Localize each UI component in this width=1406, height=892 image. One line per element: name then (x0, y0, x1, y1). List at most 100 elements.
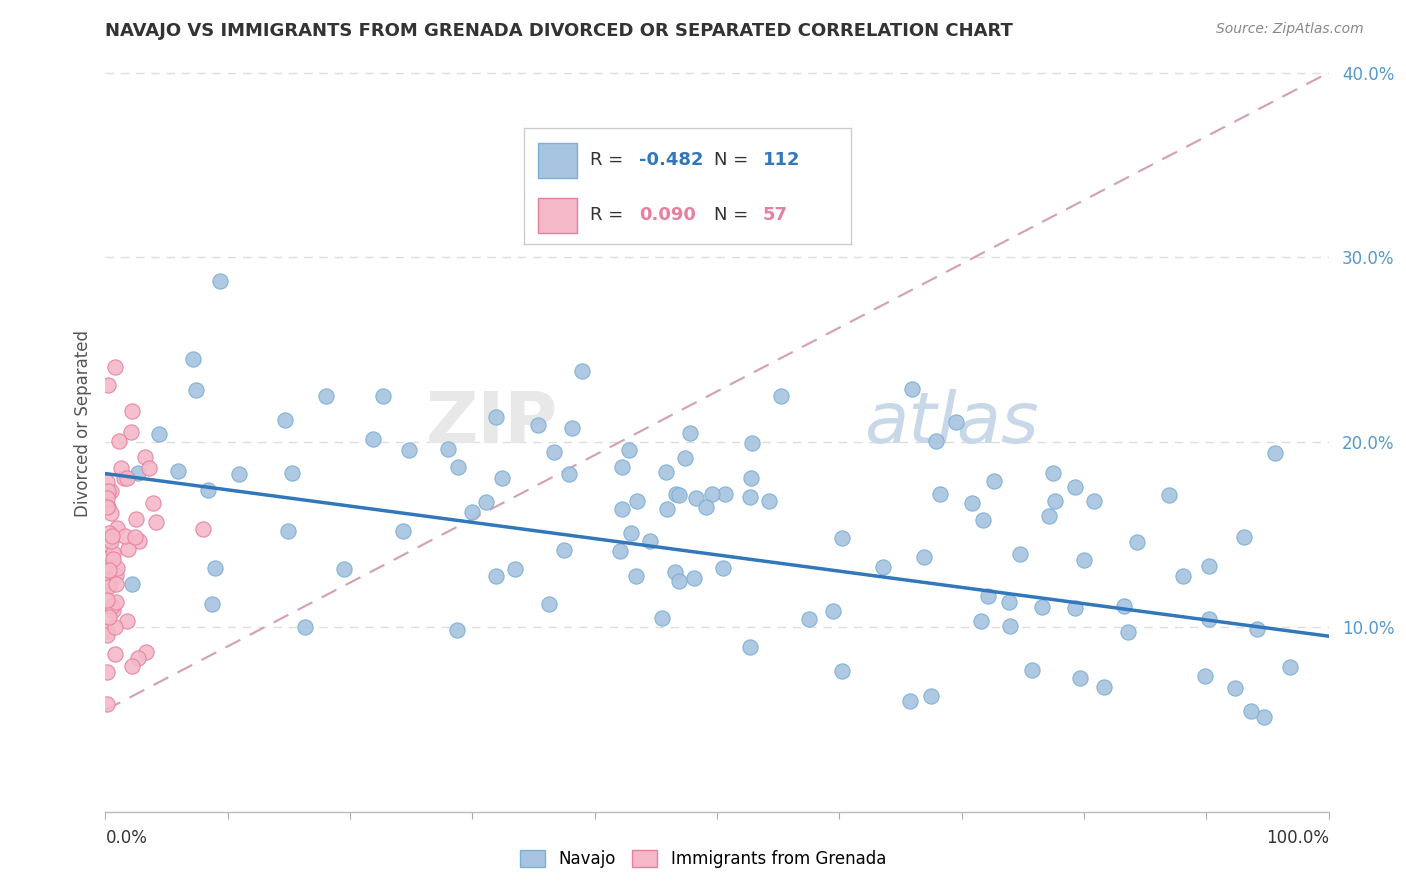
Point (97, 484, 120, 499)
Point (204, 560, 226, 574)
Point (758, 493, 780, 508)
Point (96, 537, 118, 551)
Point (925, 434, 948, 449)
Point (138, 460, 160, 475)
Point (685, 491, 707, 505)
Point (668, 574, 690, 588)
Point (1045, 494, 1067, 508)
Point (98, 577, 121, 591)
Point (612, 502, 634, 516)
Point (112, 471, 135, 485)
Point (105, 561, 128, 575)
Point (167, 464, 190, 478)
Point (740, 471, 762, 485)
Point (115, 615, 138, 629)
Point (571, 364, 593, 378)
Point (1223, 681, 1246, 696)
Text: 112: 112 (763, 152, 800, 169)
Point (96, 491, 118, 506)
Point (702, 487, 724, 501)
Point (1073, 553, 1095, 567)
Point (148, 426, 170, 441)
Point (1064, 480, 1087, 494)
Point (711, 561, 734, 575)
Point (96, 698, 118, 712)
Point (96, 624, 118, 639)
Point (98, 525, 121, 540)
Point (315, 389, 337, 403)
Point (977, 589, 1000, 603)
Point (100, 484, 122, 499)
Point (657, 502, 679, 516)
Point (117, 542, 139, 557)
Point (124, 530, 146, 544)
Point (651, 611, 673, 625)
Point (96, 665, 118, 679)
Text: 57: 57 (763, 206, 789, 224)
Point (142, 496, 165, 510)
Point (673, 450, 696, 465)
Point (398, 442, 420, 457)
Point (96, 487, 118, 501)
Point (134, 450, 156, 464)
Point (1083, 493, 1105, 508)
Point (617, 442, 640, 457)
Point (104, 647, 127, 661)
Point (197, 483, 219, 497)
Point (769, 389, 792, 403)
Point (105, 568, 128, 582)
Point (96, 593, 118, 607)
Point (1198, 558, 1220, 573)
Point (104, 576, 127, 591)
Point (695, 500, 717, 514)
Point (679, 425, 702, 440)
Point (228, 467, 250, 481)
Point (97, 563, 120, 577)
Point (104, 620, 127, 634)
Point (117, 471, 139, 485)
Point (799, 612, 821, 626)
Point (945, 415, 967, 429)
Point (1194, 669, 1216, 683)
Bar (537, 143, 576, 178)
Point (1233, 530, 1256, 544)
Point (128, 533, 150, 548)
Point (558, 467, 581, 481)
Point (664, 566, 686, 580)
Point (101, 599, 124, 614)
Point (181, 351, 204, 366)
Point (447, 459, 470, 474)
Point (912, 549, 935, 564)
Point (665, 487, 688, 501)
Text: 0.090: 0.090 (638, 206, 696, 224)
Point (121, 404, 143, 418)
Point (97, 573, 120, 587)
Point (97, 580, 120, 594)
Point (461, 505, 484, 519)
Y-axis label: Divorced or Separated: Divorced or Separated (73, 330, 91, 517)
Point (124, 512, 146, 526)
Text: NAVAJO VS IMMIGRANTS FROM GRENADA DIVORCED OR SEPARATED CORRELATION CHART: NAVAJO VS IMMIGRANTS FROM GRENADA DIVORC… (105, 22, 1014, 40)
Point (821, 604, 844, 618)
Point (503, 562, 526, 576)
Point (485, 410, 508, 425)
Point (96, 537, 118, 551)
Point (1031, 600, 1053, 615)
Point (127, 651, 149, 665)
Point (97, 378, 120, 392)
Text: 100.0%: 100.0% (1265, 829, 1329, 847)
Point (104, 595, 127, 609)
Point (683, 571, 706, 585)
Point (437, 442, 460, 456)
Text: R =: R = (591, 152, 628, 169)
Point (333, 562, 356, 576)
Point (1279, 660, 1302, 674)
Point (543, 444, 565, 458)
Point (201, 597, 224, 611)
Point (96, 628, 118, 642)
Text: 0.0%: 0.0% (105, 829, 148, 847)
Point (475, 495, 498, 509)
Point (104, 360, 127, 375)
Point (626, 493, 648, 508)
Point (1114, 599, 1136, 613)
